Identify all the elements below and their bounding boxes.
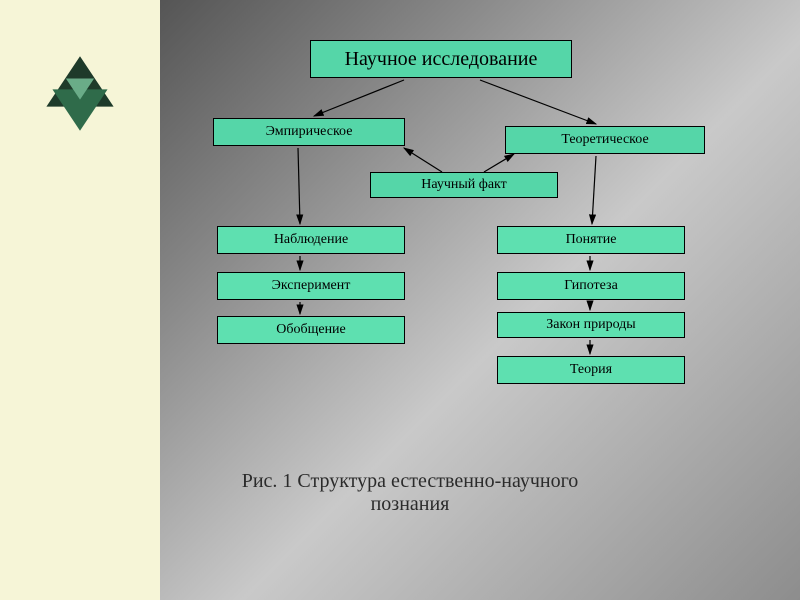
node-root-label: Научное исследование (345, 48, 538, 71)
slide-stage: Научное исследование Эмпирическое Теорет… (0, 0, 800, 600)
node-general-label: Обобщение (276, 322, 346, 338)
node-theoretical: Теоретическое (505, 126, 705, 154)
node-law: Закон природы (497, 312, 685, 338)
node-experiment: Эксперимент (217, 272, 405, 300)
node-theory: Теория (497, 356, 685, 384)
node-empirical: Эмпирическое (213, 118, 405, 146)
left-strip (0, 0, 160, 600)
node-law-label: Закон природы (546, 317, 635, 333)
figure-caption: Рис. 1 Структура естественно-научного по… (200, 470, 620, 516)
node-root: Научное исследование (310, 40, 572, 78)
node-observe: Наблюдение (217, 226, 405, 254)
node-theoretical-label: Теоретическое (561, 132, 648, 148)
node-empirical-label: Эмпирическое (266, 124, 353, 140)
node-concept-label: Понятие (566, 232, 617, 248)
node-observe-label: Наблюдение (274, 232, 348, 248)
caption-line2: познания (200, 493, 620, 516)
node-fact-label: Научный факт (421, 177, 507, 193)
node-hypothesis: Гипотеза (497, 272, 685, 300)
node-concept: Понятие (497, 226, 685, 254)
node-fact: Научный факт (370, 172, 558, 198)
node-hypothesis-label: Гипотеза (564, 278, 618, 294)
node-experiment-label: Эксперимент (272, 278, 351, 294)
node-theory-label: Теория (570, 362, 612, 378)
caption-line1: Рис. 1 Структура естественно-научного (200, 470, 620, 493)
node-general: Обобщение (217, 316, 405, 344)
